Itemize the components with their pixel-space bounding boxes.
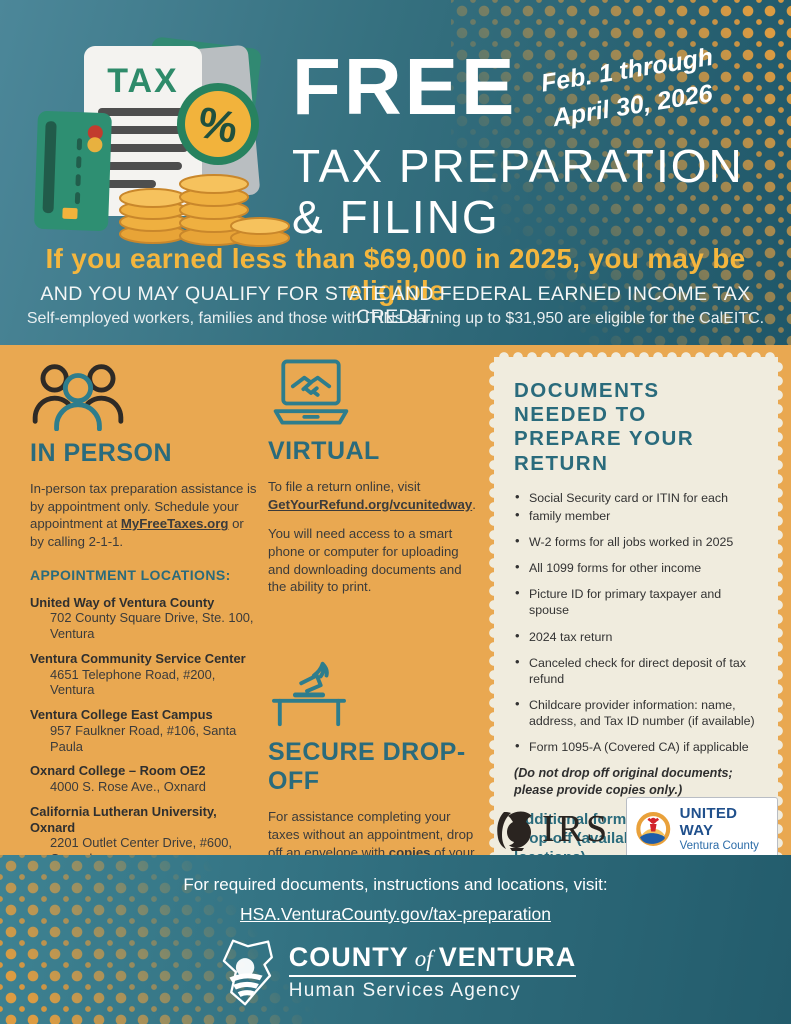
united-way-text: UNITED WAY Ventura County [679,805,759,852]
tax-illustration: TAX % [28,20,290,248]
document-item: Canceled check for direct deposit of tax… [514,654,760,687]
location-item: Ventura Community Service Center 4651 Tel… [30,650,246,698]
location-item: United Way of Ventura County 702 County S… [30,594,254,642]
people-icon [32,364,124,431]
percent-symbol: % [194,98,241,153]
stamp-edge [489,360,499,987]
united-way-logo: UNITED WAY Ventura County [626,797,778,860]
county-logo-text: COUNTY of VENTURA Human Services Agency [288,942,577,1001]
documents-heading: DOCUMENTS NEEDED TO PREPARE YOUR RETURN [514,379,695,475]
credit-card [34,111,112,231]
in-person-heading: IN PERSON [30,439,173,467]
virtual-intro: To file a return online, visit GetYourRe… [268,479,476,512]
county-of-ventura-logo: COUNTY of VENTURA Human Services Agency [0,937,791,1007]
virtual-heading: VIRTUAL [268,437,380,465]
document-item: Social Security card or ITIN for each [514,489,760,506]
location-item: Ventura College East Campus 957 Faulkner … [30,707,237,754]
partner-logos: IRS UNITED WAY Ventura County [494,797,778,860]
appointment-locations-heading: APPOINTMENT LOCATIONS: [30,566,231,583]
caleitc-line: Self-employed workers, families and thos… [26,310,765,327]
hero-banner: TAX % [0,0,791,345]
hero-text-block: FREE Feb. 1 through April 30, 2026 TAX P… [292,42,744,244]
irs-logo: IRS [494,806,610,852]
hsa-tax-preparation-link[interactable]: HSA.VenturaCounty.gov/tax-preparation [240,904,551,924]
virtual-laptop-icon [273,359,349,425]
document-item: 2024 tax return [514,627,760,645]
document-item: All 1099 forms for other income [514,559,760,576]
eligibility-line: If you earned less than $69,000 in 2025,… [45,243,746,306]
stamp-edge [497,352,775,362]
location-item: Oxnard College – Room OE2 4000 S. Rose Av… [30,763,206,795]
irs-label: IRS [542,807,611,850]
document-item: Form 1095-A (Covered CA) if applicable [514,738,760,755]
coin-stacks [119,174,290,247]
getyourrefund-link[interactable]: GetYourRefund.org/vcunitedway [268,496,473,512]
footer: For required documents, instructions and… [0,855,791,1024]
document-item: family member [514,507,760,524]
title-filing: & FILING [292,191,500,244]
halftone-dots-top-right [451,0,791,345]
halftone-dots-bottom-left [0,855,330,1024]
stamp-edge [773,360,783,987]
in-person-intro: In-person tax preparation assistance is … [30,481,257,550]
copies-only-note: (Do not drop off original documents; ple… [514,766,733,797]
united-way-icon [636,811,671,846]
percent-badge [185,91,251,157]
footer-visit-text: For required documents, instructions and… [183,875,608,894]
document-item: Picture ID for primary taxpayer and spou… [514,585,760,618]
tax-label-text: TAX [107,62,178,100]
main-orange-section: IN PERSON In-person tax preparation assi… [0,345,791,1024]
date-range: Feb. 1 through April 30, 2026 [539,42,716,133]
virtual-requirements: You will need access to a smart phone or… [268,526,462,595]
myfreetaxes-link[interactable]: MyFreeTaxes.org [120,516,229,532]
documents-list: Social Security card or ITIN for each fa… [514,489,760,756]
dropoff-heading: SECURE DROP-OFF [268,738,466,796]
dropoff-box-icon [272,662,346,727]
qualify-line: AND YOU MAY QUALIFY FOR STATE AND FEDERA… [40,283,751,328]
document-item: W-2 forms for all jobs worked in 2025 [514,533,760,550]
irs-eagle-icon [497,811,532,851]
free-headline: FREE [292,42,518,131]
title-tax-preparation: TAX PREPARATION [292,139,744,192]
ventura-county-shape-icon [222,939,273,1006]
document-item: Childcare provider information: name, ad… [514,696,760,729]
